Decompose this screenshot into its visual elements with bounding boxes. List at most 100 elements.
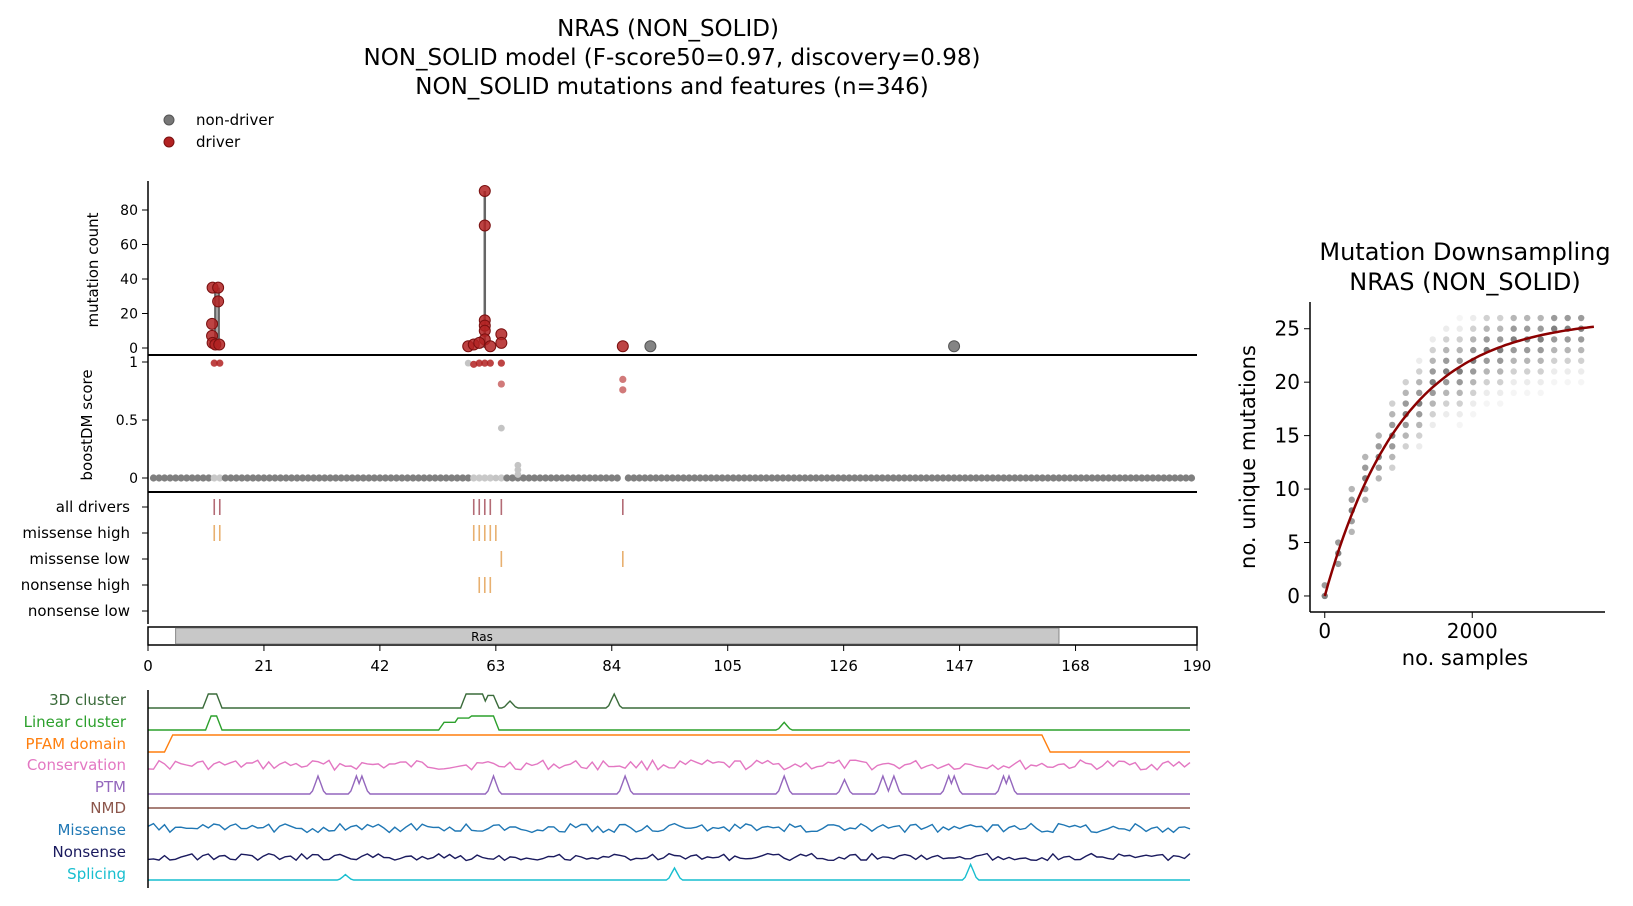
score-baseline-point: [326, 474, 334, 482]
downsampling-point: [1416, 389, 1423, 397]
downsampling-point: [1443, 325, 1450, 332]
score-baseline-point: [398, 474, 406, 482]
downsampling-ytick-label: 10: [1275, 477, 1300, 501]
downsampling-point: [1483, 400, 1490, 407]
score-baseline-point: [646, 474, 655, 482]
score-baseline-point: [541, 474, 550, 482]
downsampling-point: [1348, 485, 1355, 493]
downsampling-point: [1362, 453, 1369, 461]
score-driver-point: [210, 359, 218, 367]
score-baseline-point: [497, 474, 505, 482]
score-baseline-point: [332, 474, 340, 482]
score-baseline-point: [1099, 474, 1107, 482]
downsampling-point: [1389, 411, 1396, 418]
score-baseline-point: [188, 474, 196, 482]
score-baseline-point: [536, 474, 544, 482]
downsampling-point: [1429, 368, 1436, 375]
score-baseline-point: [481, 474, 489, 482]
downsampling-point: [1429, 357, 1436, 364]
score-baseline-point: [856, 474, 864, 482]
score-baseline-point: [773, 474, 782, 482]
downsampling-point: [1510, 325, 1517, 332]
score-baseline-point: [746, 474, 754, 482]
score-baseline-point: [304, 474, 312, 482]
downsampling-point: [1416, 368, 1423, 375]
score-baseline-point: [967, 474, 975, 482]
downsampling-point: [1564, 336, 1571, 343]
downsampling-point: [1416, 411, 1423, 418]
score-baseline-point: [525, 474, 533, 482]
score-baseline-point: [1022, 474, 1030, 482]
score-baseline-point: [1132, 474, 1140, 482]
downsampling-point: [1537, 357, 1544, 364]
score-baseline-point: [630, 474, 638, 482]
downsampling-point: [1348, 496, 1355, 503]
score-baseline-point: [768, 474, 776, 482]
count-ytick-label: 40: [120, 272, 138, 288]
score-driver-point: [497, 380, 505, 388]
score-baseline-point: [652, 474, 660, 482]
downsampling-point: [1429, 400, 1436, 407]
score-baseline-point: [503, 474, 511, 482]
score-baseline-point: [569, 474, 577, 482]
score-baseline-point: [287, 474, 296, 482]
score-baseline-point: [359, 474, 367, 482]
count-ytick-label: 80: [120, 203, 138, 219]
downsampling-point: [1470, 325, 1477, 332]
score-baseline-point: [1110, 474, 1118, 482]
domain-xtick-label: 168: [1061, 657, 1090, 675]
downsampling-point: [1523, 357, 1531, 364]
count-driver-point: [616, 340, 629, 353]
consequence-row-label: missense high: [22, 524, 130, 542]
count-ytick-label: 0: [129, 341, 138, 357]
downsampling-point: [1550, 368, 1558, 375]
feature-track-line: [147, 852, 1191, 862]
score-baseline-point: [486, 474, 494, 482]
score-baseline-point: [928, 474, 936, 482]
score-baseline-point: [1055, 474, 1063, 482]
downsampling-point: [1456, 357, 1463, 364]
count-driver-point: [212, 295, 225, 308]
score-baseline-point: [172, 474, 180, 482]
chart-title-line2: NON_SOLID model (F-score50=0.97, discove…: [364, 45, 981, 71]
count-driver-point: [213, 338, 226, 351]
score-baseline-point: [205, 474, 213, 482]
score-baseline-point: [657, 474, 666, 482]
score-baseline-point: [1116, 474, 1124, 482]
domain-xtick-label: 21: [254, 657, 273, 675]
score-baseline-point: [1165, 474, 1173, 482]
score-baseline-point: [1005, 474, 1013, 482]
score-baseline-point: [834, 474, 842, 482]
downsampling-point: [1456, 368, 1463, 375]
downsampling-title-line2: NRAS (NON_SOLID): [1349, 268, 1581, 296]
score-baseline-point: [552, 474, 561, 482]
score-baseline-point: [806, 474, 815, 482]
score-baseline-point: [944, 474, 953, 482]
downsampling-x-axis-label: no. samples: [1402, 646, 1528, 670]
downsampling-point: [1550, 314, 1558, 322]
count-nondriver-point: [644, 340, 657, 353]
legend: non-driver driver: [163, 111, 275, 151]
downsampling-point: [1456, 346, 1463, 354]
score-baseline-point: [939, 474, 947, 482]
feature-track-label: Missense: [57, 821, 126, 839]
downsampling-point: [1497, 357, 1504, 364]
domain-xtick-label: 42: [370, 657, 389, 675]
downsampling-point: [1456, 411, 1463, 418]
score-baseline-point: [1121, 474, 1129, 482]
score-baseline-point: [243, 474, 251, 482]
score-baseline-point: [823, 474, 831, 482]
count-driver-point: [495, 336, 508, 349]
score-baseline-point: [955, 474, 964, 482]
score-baseline-point: [663, 474, 671, 482]
downsampling-point: [1483, 325, 1490, 332]
downsampling-point: [1577, 378, 1585, 386]
downsampling-point: [1497, 389, 1504, 397]
downsampling-point: [1429, 389, 1436, 397]
downsampling-point: [1443, 400, 1450, 407]
downsampling-point: [1510, 357, 1517, 364]
score-baseline-point: [641, 474, 649, 482]
count-ytick-label: 20: [120, 307, 138, 323]
score-light-point: [492, 474, 500, 482]
score-baseline-point: [845, 474, 853, 482]
